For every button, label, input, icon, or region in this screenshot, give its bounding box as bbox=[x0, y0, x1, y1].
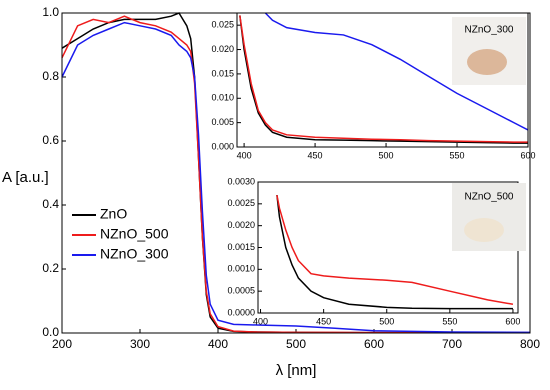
plot-frame bbox=[236, 12, 529, 148]
x-tick-label: 400 bbox=[253, 316, 268, 326]
x-tick-label: 550 bbox=[450, 150, 465, 160]
y-tick-label: 0.0010 bbox=[227, 264, 255, 274]
y-tick-label: 0.8 bbox=[42, 69, 59, 83]
x-tick-label: 400 bbox=[237, 150, 252, 160]
y-tick-label: 0.2 bbox=[42, 261, 59, 275]
series-line bbox=[276, 194, 514, 306]
y-tick-label: 0.0015 bbox=[227, 242, 255, 252]
x-axis-label: λ [nm] bbox=[276, 362, 317, 379]
y-tick-label: 0.0005 bbox=[227, 286, 255, 296]
y-tick-label: 0.0025 bbox=[227, 198, 255, 208]
legend-label: ZnO bbox=[100, 206, 127, 222]
y-tick-label: 1.0 bbox=[42, 5, 59, 19]
x-tick-label: 800 bbox=[520, 337, 540, 351]
x-tick-label: 200 bbox=[52, 337, 72, 351]
y-tick-label: 0.0020 bbox=[227, 220, 255, 230]
y-tick-label: 0.6 bbox=[42, 133, 59, 147]
x-tick-label: 550 bbox=[442, 316, 457, 326]
y-tick-label: 0.005 bbox=[211, 117, 234, 127]
y-tick-label: 0.000 bbox=[211, 141, 234, 151]
y-tick-label: 0.025 bbox=[211, 20, 234, 30]
y-tick-label: 0.0000 bbox=[227, 307, 255, 317]
x-tick-label: 500 bbox=[379, 150, 394, 160]
x-tick-label: 600 bbox=[520, 150, 535, 160]
x-tick-label: 450 bbox=[316, 316, 331, 326]
series-line bbox=[276, 195, 513, 310]
legend-label: NZnO_500 bbox=[100, 226, 169, 242]
y-axis-label: A [a.u.] bbox=[2, 169, 49, 186]
photo-label: NZnO_300 bbox=[465, 25, 514, 36]
y-tick-label: 0.4 bbox=[42, 197, 59, 211]
y-tick-label: 0.020 bbox=[211, 44, 234, 54]
y-tick-label: 0.0030 bbox=[227, 176, 255, 186]
series-line bbox=[61, 15, 530, 334]
x-tick-label: 400 bbox=[208, 337, 228, 351]
series-line bbox=[61, 21, 531, 334]
y-tick-label: 0.0 bbox=[42, 325, 59, 339]
series-line bbox=[239, 15, 528, 143]
x-tick-label: 700 bbox=[442, 337, 462, 351]
y-tick-label: 0.010 bbox=[211, 93, 234, 103]
series-line bbox=[239, 15, 528, 144]
x-tick-label: 500 bbox=[286, 337, 306, 351]
x-tick-label: 600 bbox=[505, 316, 520, 326]
y-tick-label: 0.015 bbox=[211, 68, 234, 78]
powder bbox=[464, 218, 504, 242]
x-tick-label: 600 bbox=[364, 337, 384, 351]
x-tick-label: 500 bbox=[379, 316, 394, 326]
photo-label: NZnO_500 bbox=[465, 192, 514, 203]
x-tick-label: 450 bbox=[308, 150, 323, 160]
series-line bbox=[264, 12, 529, 131]
legend-label: NZnO_300 bbox=[100, 246, 169, 262]
powder bbox=[467, 49, 507, 75]
x-tick-label: 300 bbox=[130, 337, 150, 351]
